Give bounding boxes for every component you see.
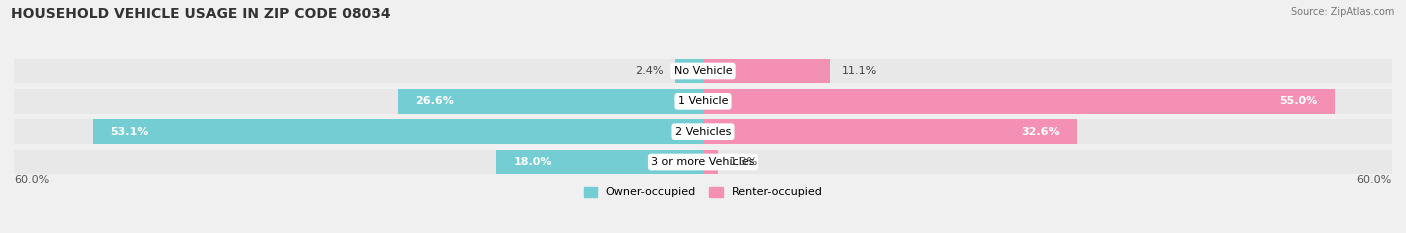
Bar <box>398 89 703 114</box>
Text: 18.0%: 18.0% <box>513 157 553 167</box>
Text: 11.1%: 11.1% <box>842 66 877 76</box>
Text: 60.0%: 60.0% <box>14 175 49 185</box>
Text: 1.3%: 1.3% <box>730 157 758 167</box>
Text: 2 Vehicles: 2 Vehicles <box>675 127 731 137</box>
Bar <box>703 58 831 83</box>
Text: 26.6%: 26.6% <box>415 96 454 106</box>
Bar <box>703 119 1077 144</box>
Text: 1 Vehicle: 1 Vehicle <box>678 96 728 106</box>
Text: 55.0%: 55.0% <box>1279 96 1317 106</box>
Text: 60.0%: 60.0% <box>1357 175 1392 185</box>
Bar <box>14 119 1392 144</box>
Text: 53.1%: 53.1% <box>111 127 149 137</box>
Bar <box>496 150 703 175</box>
Bar <box>14 58 1392 83</box>
Text: HOUSEHOLD VEHICLE USAGE IN ZIP CODE 08034: HOUSEHOLD VEHICLE USAGE IN ZIP CODE 0803… <box>11 7 391 21</box>
Text: No Vehicle: No Vehicle <box>673 66 733 76</box>
Bar <box>675 58 703 83</box>
Text: 3 or more Vehicles: 3 or more Vehicles <box>651 157 755 167</box>
Legend: Owner-occupied, Renter-occupied: Owner-occupied, Renter-occupied <box>581 185 825 200</box>
Bar <box>703 150 718 175</box>
Bar <box>14 89 1392 114</box>
Bar <box>703 89 1334 114</box>
Text: 32.6%: 32.6% <box>1022 127 1060 137</box>
Bar <box>14 150 1392 175</box>
Text: Source: ZipAtlas.com: Source: ZipAtlas.com <box>1291 7 1395 17</box>
Bar <box>93 119 703 144</box>
Text: 2.4%: 2.4% <box>636 66 664 76</box>
